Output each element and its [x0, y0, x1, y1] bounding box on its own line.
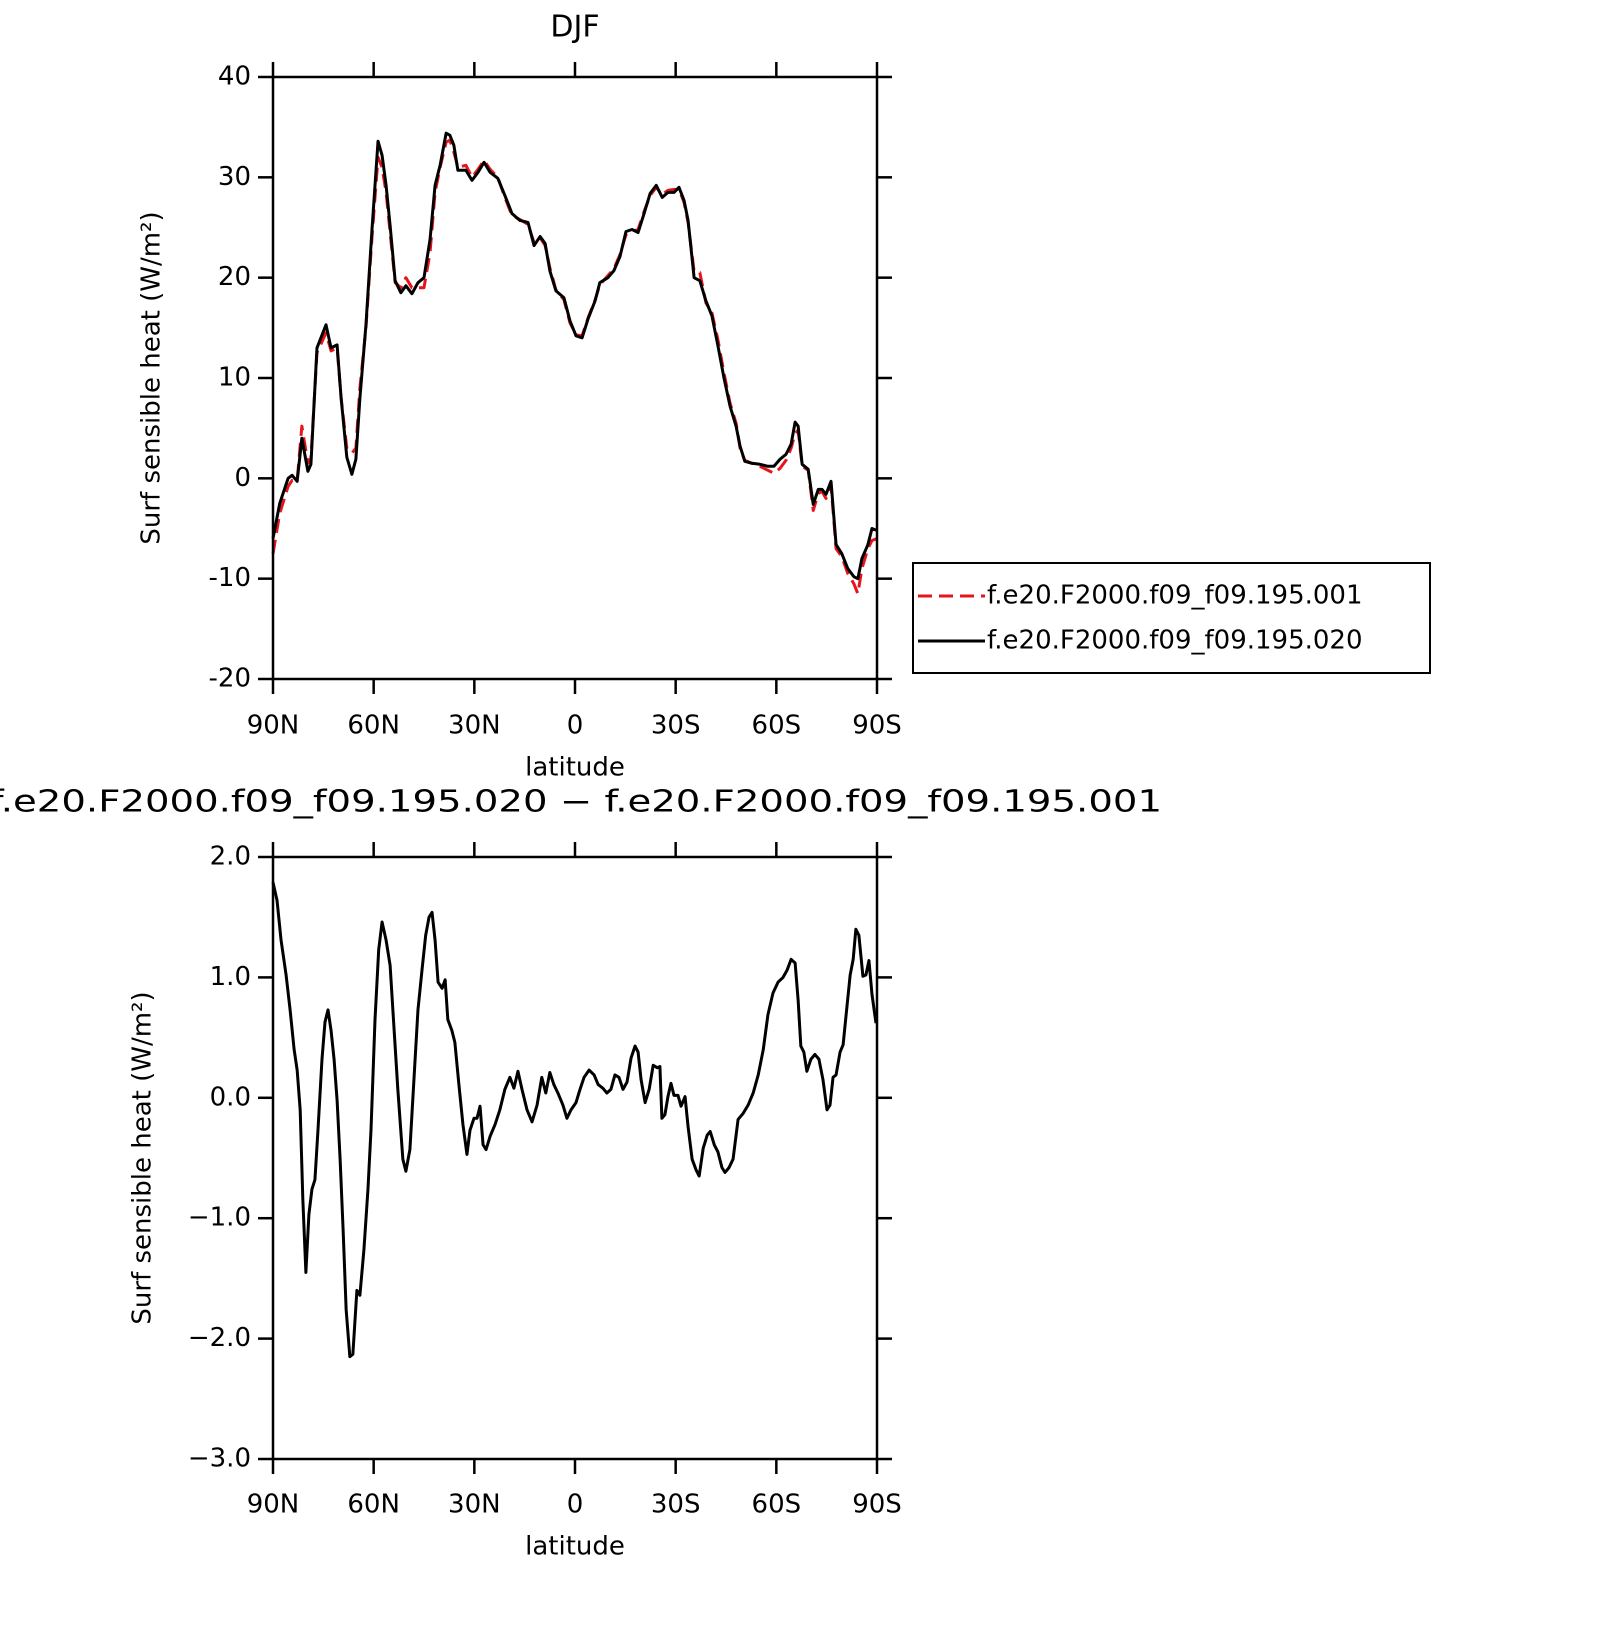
- x-tick-label: 60S: [752, 1490, 802, 1520]
- x-tick-label: 60S: [752, 711, 802, 741]
- y-axis-label: Surf sensible heat (W/m²): [128, 991, 158, 1324]
- y-tick-label: 1.0: [210, 962, 251, 992]
- y-tick-label: 30: [218, 162, 251, 192]
- x-tick-label: 30N: [448, 1490, 501, 1520]
- x-tick-label: 0: [567, 711, 584, 741]
- y-axis-label: Surf sensible heat (W/m²): [137, 211, 167, 544]
- x-tick-label: 30N: [448, 711, 501, 741]
- data-line: [271, 881, 878, 1359]
- chart-title: DJF: [550, 10, 599, 45]
- y-tick-label: 0: [234, 463, 251, 493]
- x-axis-label: latitude: [525, 1532, 625, 1562]
- y-tick-label: −1.0: [188, 1203, 251, 1233]
- y-tick-label: −2.0: [188, 1323, 251, 1353]
- y-tick-label: −3.0: [188, 1444, 251, 1474]
- x-tick-label: 90N: [247, 1490, 300, 1520]
- x-tick-label: 90S: [852, 711, 902, 741]
- x-tick-label: 60N: [347, 1490, 400, 1520]
- y-tick-label: 20: [218, 262, 251, 292]
- plot-frame: [271, 855, 879, 1461]
- y-tick-label: 0.0: [210, 1082, 251, 1112]
- y-tick-label: 2.0: [210, 842, 251, 872]
- y-tick-label: 40: [218, 62, 251, 92]
- x-tick-label: 30S: [651, 1490, 701, 1520]
- data-line: [271, 131, 878, 581]
- x-tick-label: 30S: [651, 711, 701, 741]
- y-tick-label: -10: [209, 563, 251, 593]
- x-tick-label: 60N: [347, 711, 400, 741]
- legend-label: f.e20.F2000.f09_f09.195.001: [987, 581, 1363, 611]
- x-tick-label: 0: [567, 1490, 584, 1520]
- plot-frame: [271, 75, 879, 681]
- x-tick-label: 90S: [852, 1490, 902, 1520]
- y-tick-label: -20: [209, 664, 251, 694]
- legend-box: [912, 562, 1431, 674]
- chart-title: f.e20.F2000.f09_f09.195.020 − f.e20.F200…: [0, 785, 1162, 820]
- y-tick-label: 10: [218, 363, 251, 393]
- x-axis-label: latitude: [525, 753, 625, 783]
- legend-label: f.e20.F2000.f09_f09.195.020: [987, 626, 1363, 656]
- x-tick-label: 90N: [247, 711, 300, 741]
